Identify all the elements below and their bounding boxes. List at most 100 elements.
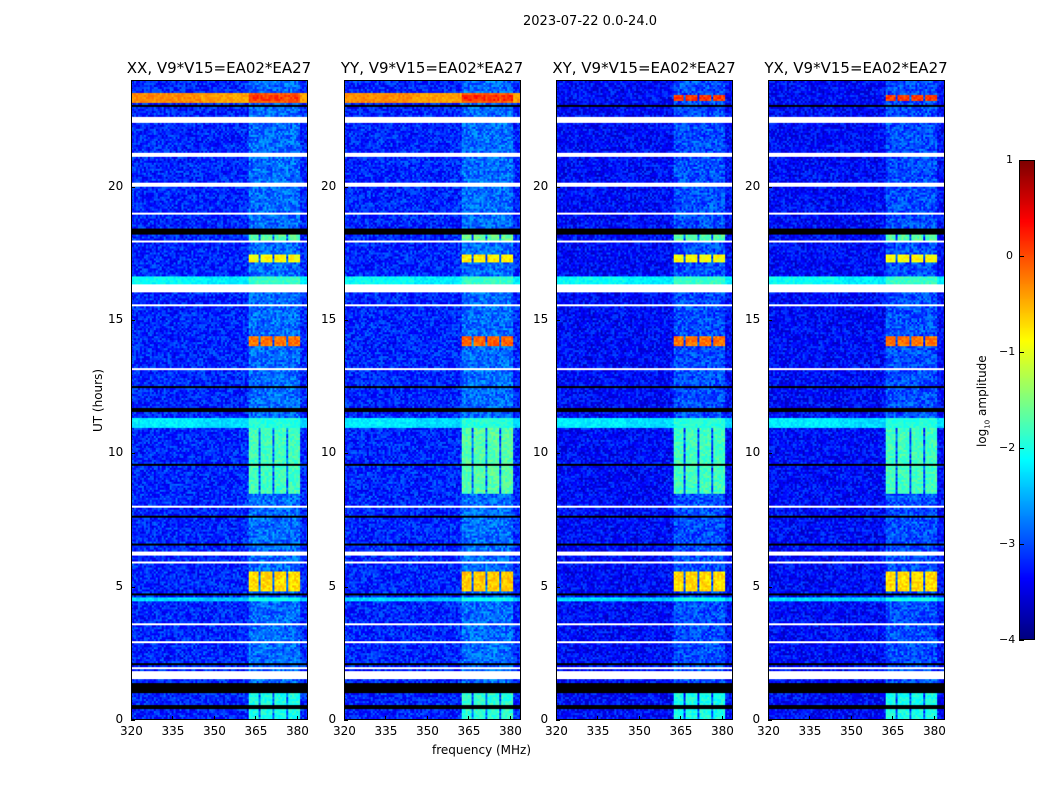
heatmap-panel-yx <box>768 80 945 720</box>
x-tick-label: 335 <box>586 724 610 738</box>
heatmap-panel-yy <box>344 80 521 720</box>
y-tick-label: 10 <box>108 445 124 460</box>
colorbar-tick-label: −3 <box>999 537 1016 550</box>
colorbar-tick-mark <box>1019 544 1024 545</box>
y-tick-mark <box>344 186 348 188</box>
panel-title: YX, V9*V15=EA02*EA27 <box>764 59 948 77</box>
colorbar-label: log10 amplitude <box>975 355 992 447</box>
y-tick-label: 15 <box>108 312 124 326</box>
x-tick-label: 320 <box>545 724 568 738</box>
x-tick-label: 380 <box>285 724 309 738</box>
colorbar-tick-mark <box>1019 640 1024 641</box>
y-tick-label: 10 <box>745 445 761 460</box>
colorbar-tick-label: 0 <box>1006 249 1013 262</box>
y-tick-label: 20 <box>533 178 549 193</box>
y-tick-label: 5 <box>115 578 124 593</box>
y-tick-mark <box>556 720 560 721</box>
x-tick-mark <box>638 716 640 720</box>
x-tick-mark <box>255 716 257 720</box>
colorbar <box>1019 160 1035 640</box>
x-tick-label: 320 <box>120 724 143 738</box>
x-tick-mark <box>597 716 599 720</box>
y-tick-label: 15 <box>321 312 337 326</box>
colorbar-tick-mark <box>1019 352 1024 353</box>
x-tick-label: 350 <box>627 724 651 738</box>
x-tick-mark <box>509 716 511 720</box>
y-tick-label: 15 <box>745 312 761 326</box>
x-tick-label: 380 <box>922 724 946 738</box>
y-tick-label: 20 <box>321 178 337 193</box>
y-tick-label: 5 <box>328 578 337 593</box>
y-tick-mark <box>344 720 348 721</box>
heatmap-image <box>557 81 732 719</box>
x-tick-label: 380 <box>710 724 734 738</box>
x-tick-label: 350 <box>839 724 863 738</box>
y-tick-mark <box>131 453 135 455</box>
heatmap-image <box>345 81 520 719</box>
y-tick-mark <box>131 320 135 321</box>
x-tick-mark <box>468 716 470 720</box>
y-tick-label: 0 <box>115 712 124 726</box>
y-tick-mark <box>556 186 560 188</box>
y-tick-mark <box>556 586 560 588</box>
y-axis-label: UT (hours) <box>91 368 105 432</box>
x-tick-mark <box>892 716 894 720</box>
y-tick-label: 5 <box>540 578 549 593</box>
y-tick-mark <box>344 453 348 455</box>
heatmap-panel-xx <box>131 80 308 720</box>
y-tick-label: 0 <box>540 712 549 726</box>
x-tick-mark <box>213 716 215 720</box>
y-tick-label: 15 <box>533 312 549 326</box>
x-tick-mark <box>344 716 345 720</box>
y-tick-label: 20 <box>108 178 124 193</box>
y-tick-mark <box>131 720 135 721</box>
y-tick-label: 10 <box>321 445 337 460</box>
y-tick-mark <box>131 186 135 188</box>
y-tick-mark <box>768 186 772 188</box>
x-tick-label: 350 <box>202 724 226 738</box>
x-tick-mark <box>131 716 132 720</box>
colorbar-tick-label: −4 <box>999 633 1016 646</box>
y-tick-mark <box>556 453 560 455</box>
y-tick-label: 0 <box>328 712 337 726</box>
y-tick-label: 10 <box>533 445 549 460</box>
heatmap-image <box>132 81 307 719</box>
x-tick-label: 365 <box>244 724 268 738</box>
x-tick-mark <box>296 716 298 720</box>
panel-title: XY, V9*V15=EA02*EA27 <box>552 59 736 77</box>
x-tick-mark <box>556 716 557 720</box>
y-tick-mark <box>768 586 772 588</box>
x-tick-mark <box>172 716 174 720</box>
heatmap-image <box>769 81 944 719</box>
heatmap-panel-xy <box>556 80 733 720</box>
y-tick-mark <box>344 586 348 588</box>
x-tick-label: 335 <box>374 724 398 738</box>
x-tick-label: 365 <box>881 724 905 738</box>
colorbar-tick-mark <box>1019 160 1024 161</box>
panel-title: YY, V9*V15=EA02*EA27 <box>340 59 524 77</box>
y-tick-mark <box>768 720 772 721</box>
colorbar-tick-mark <box>1019 256 1024 257</box>
x-tick-label: 320 <box>757 724 780 738</box>
y-tick-mark <box>131 586 135 588</box>
x-tick-label: 320 <box>333 724 356 738</box>
x-tick-mark <box>768 716 769 720</box>
x-tick-label: 335 <box>161 724 185 738</box>
y-tick-label: 0 <box>752 712 761 726</box>
x-tick-label: 380 <box>498 724 522 738</box>
x-tick-mark <box>809 716 811 720</box>
x-tick-label: 365 <box>669 724 693 738</box>
y-tick-mark <box>344 320 348 321</box>
x-tick-label: 335 <box>798 724 822 738</box>
y-tick-mark <box>768 320 772 321</box>
x-tick-mark <box>385 716 387 720</box>
x-tick-label: 350 <box>415 724 439 738</box>
colorbar-tick-label: −2 <box>999 441 1016 454</box>
x-tick-mark <box>850 716 852 720</box>
x-tick-mark <box>933 716 935 720</box>
colorbar-tick-mark <box>1019 448 1024 449</box>
colorbar-tick-label: −1 <box>999 345 1016 358</box>
y-tick-label: 5 <box>752 578 761 593</box>
x-axis-label: frequency (MHz) <box>432 743 532 757</box>
